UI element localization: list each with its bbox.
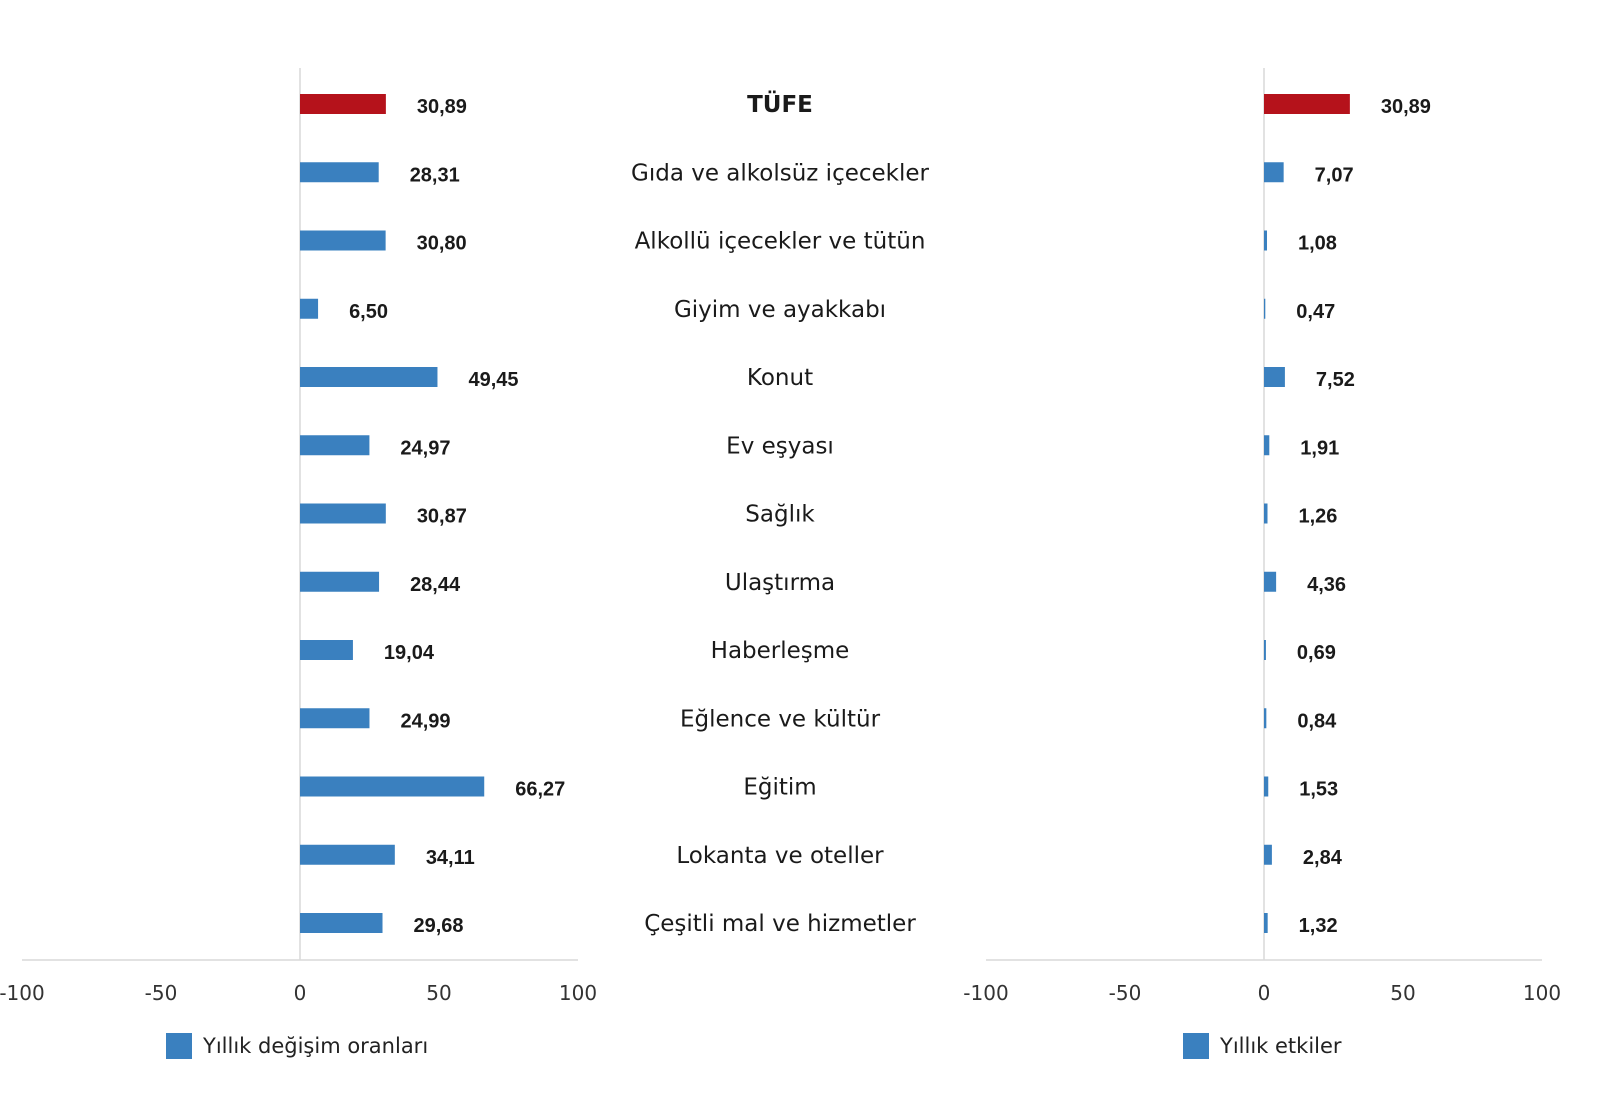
left-chart-panel: -100 -50 0 50 100 30,89 28,31 30,80 6,50 49,45 24,… [0,68,597,1059]
right-legend-label: Yıllık etkiler [1219,1034,1342,1058]
right-x-tick-label: -100 [963,981,1008,1005]
left-data-label: 30,89 [417,96,467,118]
right-data-label: 4,36 [1307,574,1346,596]
left-x-tick-label: 0 [294,981,307,1005]
left-data-label: 6,50 [349,301,388,323]
right-x-tick-label: -50 [1109,981,1142,1005]
category-label: Eğitim [743,775,816,801]
left-bar [300,844,395,865]
right-bar [1264,776,1269,797]
right-data-label: 2,84 [1303,847,1343,869]
right-data-label: 1,32 [1299,915,1338,937]
left-bar [300,503,386,524]
left-bar [300,913,383,933]
right-data-label: 1,08 [1298,233,1337,255]
left-x-tick-label: -50 [145,981,178,1005]
left-x-tick-label: -100 [0,981,45,1005]
left-bar [300,776,485,797]
left-data-label: 24,99 [400,710,450,732]
left-data-label: 30,80 [417,233,467,255]
right-data-label: 0,84 [1297,710,1337,732]
right-bar [1264,503,1268,524]
category-label: Eğlence ve kültür [680,706,881,732]
left-bar [300,298,319,319]
left-data-label: 30,87 [417,506,467,528]
right-bar [1264,571,1277,592]
category-label: Ulaştırma [725,570,835,596]
right-bar [1264,844,1272,865]
right-data-label: 0,47 [1296,301,1335,323]
left-bar [300,571,380,592]
right-bar [1264,435,1270,456]
right-data-label: 1,91 [1300,437,1339,459]
left-bar [300,640,353,660]
right-bar [1264,94,1350,114]
category-label: Sağlık [745,502,815,528]
left-data-label: 28,44 [410,574,461,596]
left-x-tick-label: 100 [559,981,597,1005]
right-data-label: 7,07 [1315,164,1354,186]
left-data-label: 29,68 [414,915,464,937]
right-data-label: 7,52 [1316,369,1355,391]
right-bar [1264,913,1268,933]
left-legend-label: Yıllık değişim oranları [202,1034,428,1058]
left-data-label: 49,45 [468,369,518,391]
right-bar [1264,298,1266,319]
left-bar [300,435,370,456]
category-label: Lokanta ve oteller [676,843,884,869]
right-bar [1264,640,1266,660]
left-data-label: 28,31 [410,164,460,186]
left-bar [300,367,438,387]
right-data-label: 1,26 [1299,506,1338,528]
right-x-tick-label: 100 [1523,981,1561,1005]
right-x-tick-label: 0 [1258,981,1271,1005]
category-label: Alkollü içecekler ve tütün [635,229,926,255]
right-data-label: 1,53 [1299,779,1338,801]
left-data-label: 19,04 [384,642,435,664]
left-bar [300,230,386,251]
category-label: Ev eşyası [726,433,834,459]
right-chart-panel: -100 -50 0 50 100 30,89 7,07 1,08 0,47 7,52 1,91 1,… [963,68,1561,1059]
left-data-label: 34,11 [426,847,475,869]
right-bar [1264,162,1284,183]
left-data-label: 24,97 [400,437,450,459]
category-label: Çeşitli mal ve hizmetler [644,911,916,937]
right-bar [1264,708,1267,729]
left-bar [300,708,370,729]
category-label: Konut [747,365,813,391]
category-label: TÜFE [747,90,813,118]
left-x-tick-label: 50 [426,981,451,1005]
category-label: Haberleşme [711,638,850,664]
right-x-tick-label: 50 [1390,981,1415,1005]
category-labels: TÜFE Gıda ve alkolsüz içecekler Alkollü iç… [631,90,930,937]
right-bar [1264,367,1285,387]
left-legend-swatch [166,1033,192,1059]
right-legend-swatch [1183,1033,1209,1059]
left-bar [300,162,379,183]
left-bar [300,94,386,114]
category-label: Giyim ve ayakkabı [674,297,886,323]
left-data-label: 66,27 [515,779,565,801]
right-data-label: 0,69 [1297,642,1336,664]
right-data-label: 30,89 [1381,96,1431,118]
right-bar [1264,230,1268,251]
category-label: Gıda ve alkolsüz içecekler [631,160,930,186]
